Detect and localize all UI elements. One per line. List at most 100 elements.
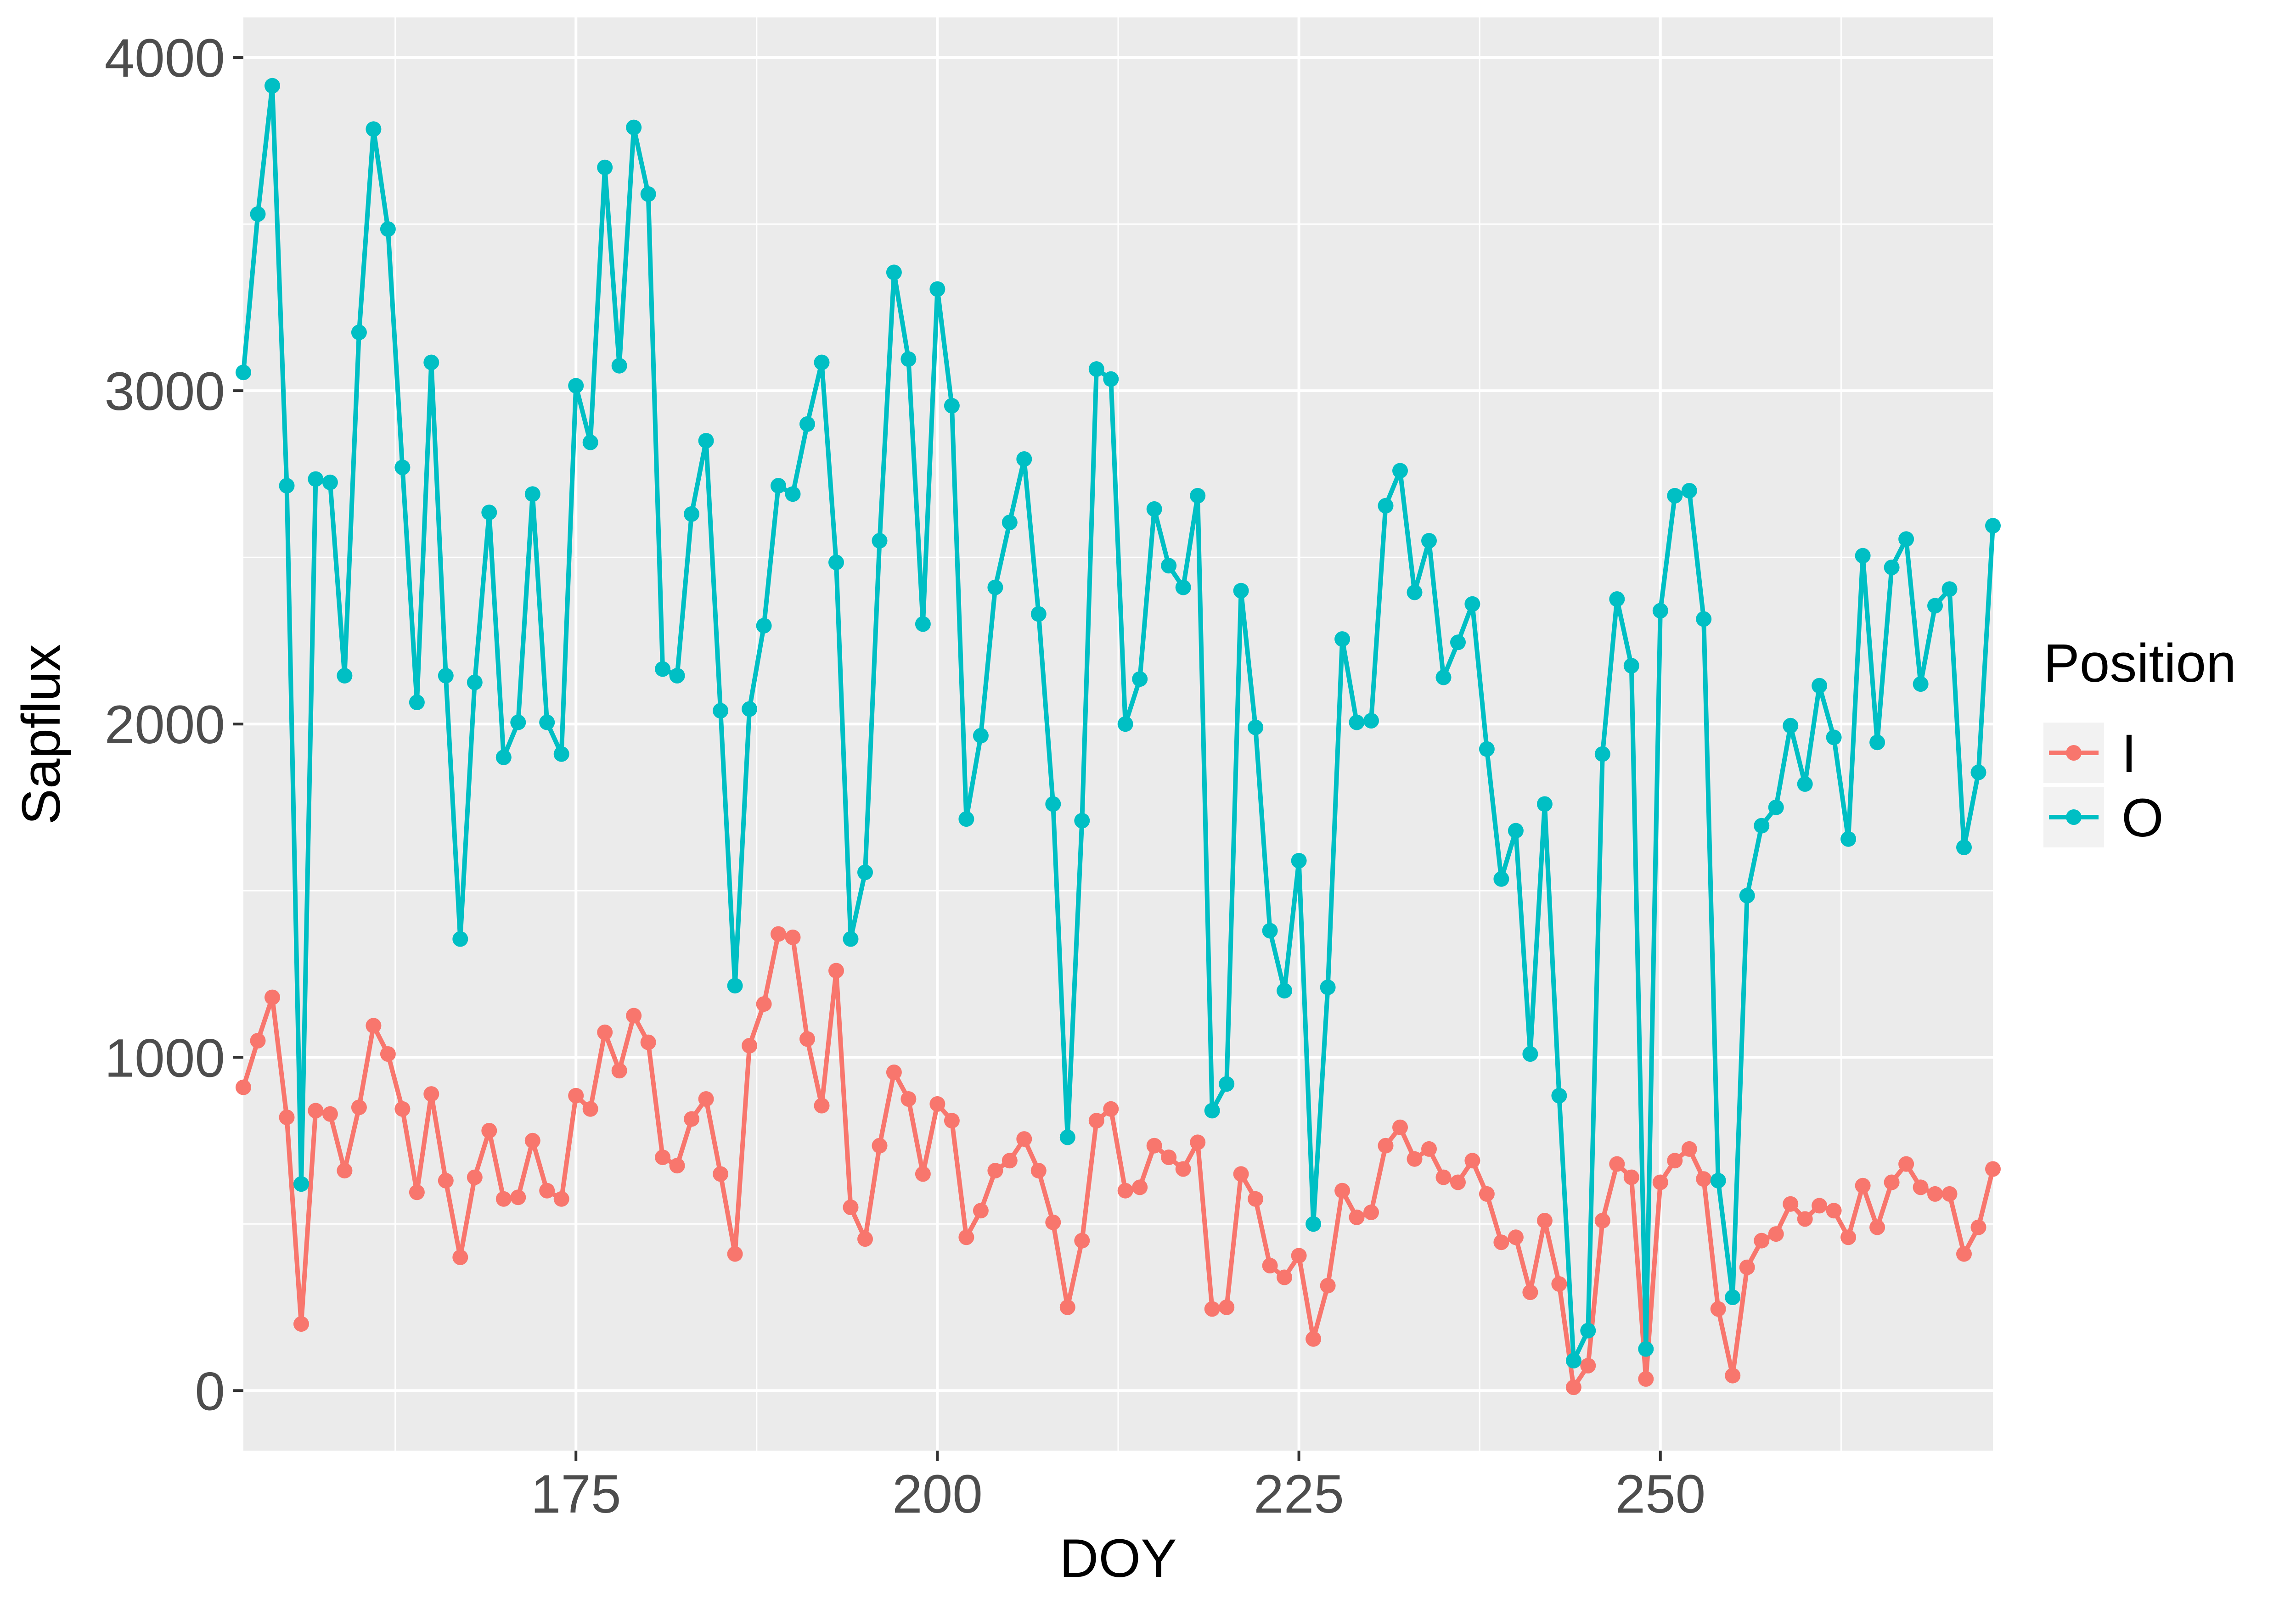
data-point	[929, 1096, 945, 1112]
data-point	[727, 1246, 743, 1262]
data-point	[568, 1088, 584, 1104]
y-axis-label: Sapflux	[11, 644, 72, 825]
data-point	[1190, 1134, 1206, 1150]
data-point	[409, 1184, 425, 1200]
data-point	[293, 1316, 309, 1332]
data-point	[640, 186, 656, 202]
series-I	[236, 926, 2001, 1396]
data-point	[582, 1101, 598, 1117]
data-point	[1739, 888, 1755, 904]
data-point	[1320, 1278, 1336, 1294]
data-point	[1045, 796, 1061, 812]
data-point	[1812, 678, 1828, 694]
data-point	[337, 667, 353, 684]
data-point	[958, 1229, 974, 1245]
data-point	[1884, 1174, 1900, 1190]
data-point	[510, 714, 526, 730]
data-point	[857, 864, 873, 880]
data-point	[568, 378, 584, 394]
data-point	[785, 929, 801, 945]
series-line	[241, 83, 1995, 1363]
data-point	[1262, 1258, 1278, 1273]
y-tick-label: 3000	[104, 361, 225, 422]
data-point	[1132, 671, 1148, 687]
data-point	[1956, 1246, 1972, 1262]
x-tick-labels: 175 200 225 250	[531, 1464, 1705, 1525]
data-point	[1638, 1341, 1654, 1357]
data-point	[366, 1018, 382, 1034]
data-point	[915, 1166, 931, 1182]
data-point	[380, 221, 396, 237]
data-point	[1464, 1153, 1480, 1169]
data-point	[1609, 591, 1625, 607]
data-point	[799, 1031, 815, 1047]
data-point	[1059, 1299, 1075, 1315]
data-point	[1146, 501, 1162, 517]
data-point	[1363, 713, 1379, 729]
data-point	[1103, 371, 1119, 387]
data-point	[250, 206, 266, 222]
data-point	[1407, 1151, 1423, 1167]
data-point	[1508, 1229, 1524, 1245]
data-point	[409, 695, 425, 710]
data-point	[1088, 1113, 1104, 1129]
data-point	[1248, 1191, 1264, 1207]
data-point	[1002, 1153, 1018, 1169]
data-point	[727, 978, 743, 994]
x-tick-label: 250	[1615, 1464, 1705, 1525]
data-point	[1175, 579, 1191, 595]
data-point	[495, 1191, 512, 1207]
data-point	[1421, 533, 1437, 549]
data-point	[366, 121, 382, 137]
data-point	[1117, 716, 1133, 732]
data-point	[1262, 923, 1278, 939]
data-point	[481, 505, 497, 521]
data-point	[1551, 1276, 1567, 1292]
data-point	[293, 1176, 309, 1192]
data-point	[1725, 1368, 1741, 1384]
data-point	[1536, 796, 1553, 812]
y-tick-label: 2000	[104, 695, 225, 755]
data-point	[380, 1046, 396, 1062]
data-point	[843, 931, 859, 947]
data-point	[1681, 1141, 1697, 1157]
data-point	[1970, 764, 1986, 780]
data-point	[1783, 718, 1799, 734]
data-point	[1349, 714, 1365, 730]
data-point	[1985, 518, 2001, 534]
data-point	[1739, 1259, 1755, 1275]
data-point	[843, 1200, 859, 1215]
data-point	[236, 1079, 251, 1095]
data-point	[1869, 734, 1885, 751]
data-point	[771, 478, 786, 494]
legend: Position IO	[2043, 633, 2236, 848]
data-point	[1277, 1269, 1293, 1285]
data-point	[539, 1183, 555, 1199]
data-point	[510, 1189, 526, 1205]
data-point	[1306, 1331, 1322, 1347]
data-point	[698, 433, 714, 449]
data-point	[742, 1037, 758, 1054]
data-point	[1363, 1204, 1379, 1220]
data-point	[1233, 583, 1249, 599]
data-point	[308, 471, 324, 487]
data-point	[756, 618, 772, 634]
data-point	[756, 996, 772, 1012]
data-point	[1754, 818, 1770, 834]
data-point	[1493, 1234, 1509, 1250]
data-point	[1768, 1226, 1784, 1242]
data-point	[467, 1169, 483, 1185]
data-point	[351, 1099, 367, 1116]
data-point	[771, 926, 786, 942]
data-point	[958, 811, 974, 827]
data-point	[553, 1191, 569, 1207]
data-point	[1536, 1213, 1553, 1228]
data-point	[1580, 1357, 1596, 1374]
data-point	[1652, 1174, 1668, 1190]
data-point	[1580, 1323, 1596, 1339]
data-point	[1219, 1299, 1235, 1315]
x-tick-label: 225	[1254, 1464, 1344, 1525]
data-point	[872, 533, 888, 549]
data-point	[1667, 488, 1683, 504]
data-point	[553, 746, 569, 762]
